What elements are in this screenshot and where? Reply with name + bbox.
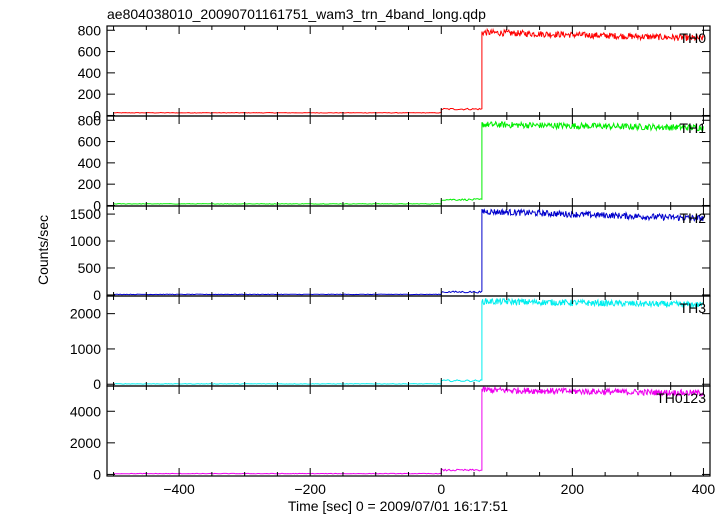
panel-th1: 0 200 400 600 800 TH1 [78,112,711,213]
panel-th3: 0 1000 2000 TH3 [70,295,711,392]
series-label-th0123: TH0123 [656,390,706,406]
x-tick-label: −200 [294,481,326,497]
panel-frame-th2 [106,205,711,297]
series-line-th0123 [113,385,704,475]
y-tick-label: 800 [78,112,102,128]
y-tick-label: 2000 [70,306,101,322]
panel-frame-th0123 [106,385,711,477]
series-line-th1 [113,120,704,205]
panel-th2: 0 500 1000 1500 TH2 [70,205,711,303]
series-line-th2 [113,208,704,296]
y-tick-label: 400 [78,65,102,81]
panel-frame-th3 [106,295,711,387]
panel-stack: 0 200 400 600 800 TH0 0 200 400 600 800 TH1 0 500 1000… [70,22,715,497]
y-tick-label: 1500 [70,206,101,222]
y-tick-label: 1000 [70,341,101,357]
y-tick-label: 0 [93,107,101,123]
panel-th0: 0 200 400 600 800 TH0 [78,22,711,123]
y-tick-label: 200 [78,176,102,192]
series-line-th0 [113,27,704,114]
y-tick-label: 600 [78,44,102,60]
x-axis-label: Time [sec] 0 = 2009/07/01 16:17:51 [288,498,508,514]
x-tick-label: −400 [163,481,195,497]
panel-frame-th1 [106,115,711,207]
y-tick-label: 400 [78,155,102,171]
x-tick-label: 0 [437,481,445,497]
series-label-th1: TH1 [680,120,707,136]
series-label-th3: TH3 [680,300,707,316]
x-tick-label: 200 [561,481,585,497]
y-tick-label: 4000 [70,403,101,419]
y-tick-label: 1000 [70,233,101,249]
y-tick-label: 600 [78,134,102,150]
series-label-th2: TH2 [680,210,707,226]
y-tick-label: 0 [93,197,101,213]
panel-th0123: 0 2000 4000 TH0123 [70,385,711,482]
y-tick-label: 0 [93,287,101,303]
y-axis-label: Counts/sec [35,215,51,285]
y-tick-label: 500 [78,260,102,276]
y-tick-label: 200 [78,86,102,102]
y-tick-label: 800 [78,22,102,38]
series-line-th3 [113,297,704,385]
x-tick-label: 400 [692,481,716,497]
chart-title: ae804038010_20090701161751_wam3_trn_4ban… [107,6,486,22]
y-tick-label: 0 [93,376,101,392]
series-label-th0: TH0 [680,30,707,46]
panel-frame-th0 [106,25,711,117]
y-tick-label: 0 [93,466,101,482]
y-tick-label: 2000 [70,435,101,451]
